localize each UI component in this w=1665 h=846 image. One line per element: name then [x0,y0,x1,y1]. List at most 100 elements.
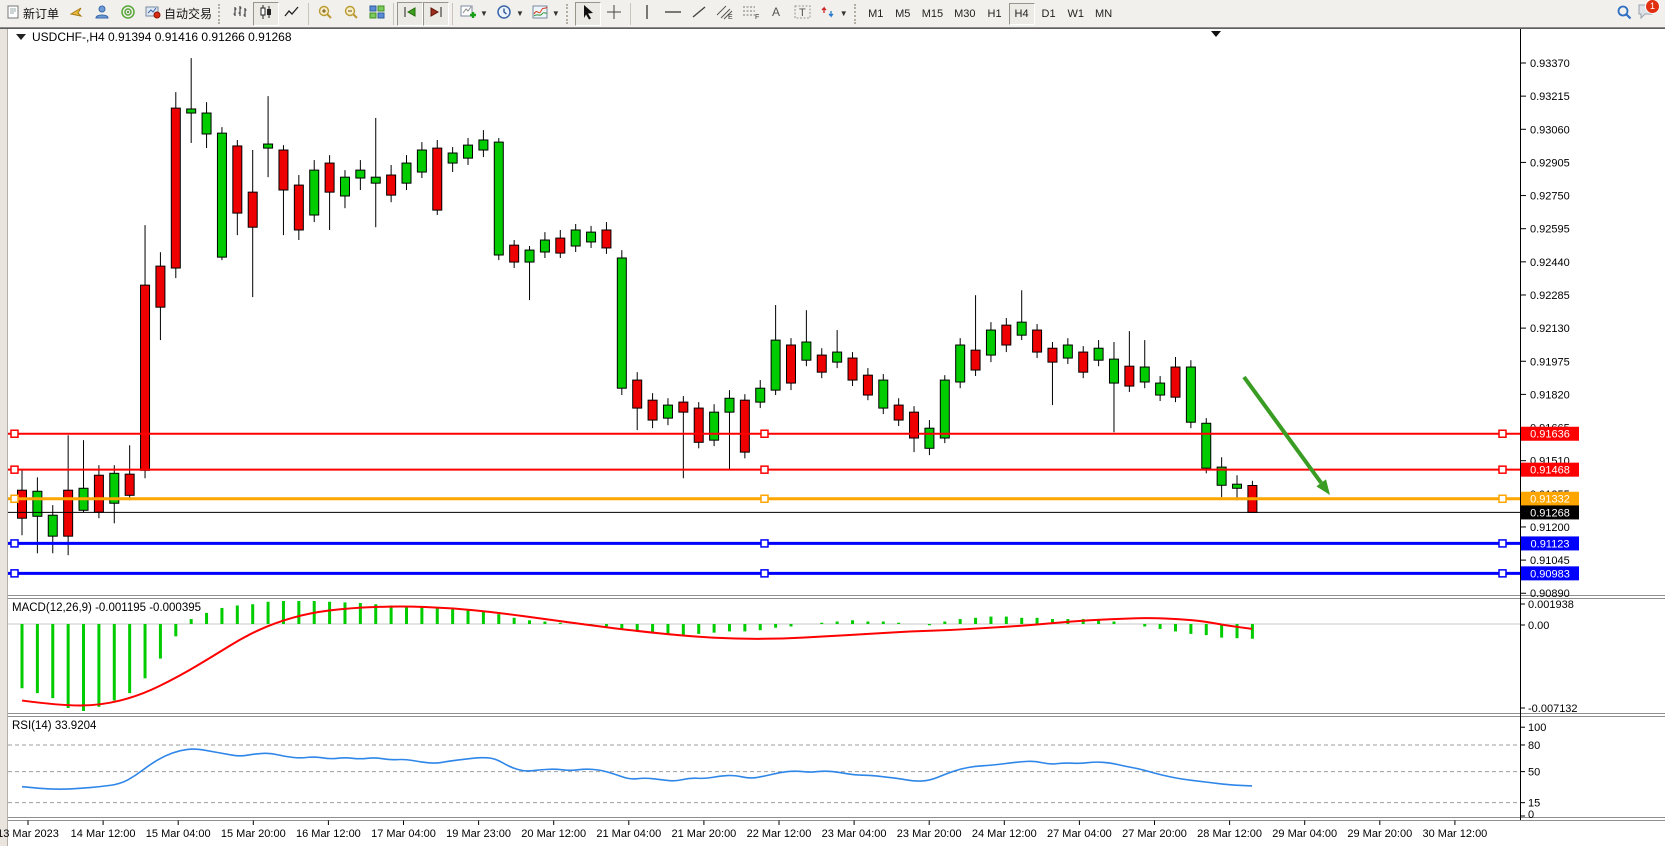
candlestick-chart-button[interactable] [253,1,280,26]
svg-text:100: 100 [1528,722,1546,734]
zoom-in-icon [317,4,333,23]
svg-text:T: T [799,7,806,19]
zoom-out-button[interactable] [338,2,364,26]
line-handle[interactable] [760,429,769,438]
svg-text:15 Mar 04:00: 15 Mar 04:00 [146,828,211,840]
price-level-line-0.90983[interactable]: 0.90983 [8,566,1579,581]
equidistant-channel-button[interactable]: E [712,2,738,26]
svg-text:0.92750: 0.92750 [1530,191,1570,203]
rsi-panel[interactable]: 100 80 50 150 RSI(14) 33.9204 [8,720,1546,821]
svg-text:0.92440: 0.92440 [1530,257,1570,269]
profile-button[interactable] [89,2,115,26]
time-axis[interactable]: 13 Mar 2023 14 Mar 12:00 15 Mar 04:00 15 Ma… [0,820,1487,841]
svg-text:13 Mar 2023: 13 Mar 2023 [0,828,59,840]
vertical-line-button[interactable] [634,2,660,26]
collapse-triangle-icon[interactable] [16,34,26,40]
line-handle[interactable] [1498,539,1507,548]
indicators-button[interactable]: ▼ [456,2,492,26]
candlestick-icon [258,4,274,23]
svg-text:20 Mar 12:00: 20 Mar 12:00 [521,828,586,840]
chart-shift-button[interactable] [423,1,450,26]
clock-icon [496,4,512,23]
line-handle[interactable] [10,569,19,578]
bar-chart-button[interactable] [227,2,253,26]
line-handle[interactable] [1498,569,1507,578]
timeframe-button-h1[interactable]: H1 [987,7,1002,20]
line-handle[interactable] [1498,429,1507,438]
auto-scroll-button[interactable] [397,1,424,26]
arrows-button[interactable]: ▼ [816,2,852,26]
svg-text:0.90890: 0.90890 [1530,588,1570,600]
timeframe-button-m5[interactable]: M5 [895,7,911,20]
autotrading-icon [145,4,161,23]
svg-text:0.91200: 0.91200 [1530,522,1570,534]
line-handle[interactable] [760,569,769,578]
timeframe-button-m1[interactable]: M1 [868,7,884,20]
notification-badge: 1 [1645,0,1660,14]
line-handle[interactable] [760,539,769,548]
timeframe-button-h4[interactable]: H4 [1008,2,1035,25]
svg-text:27 Mar 04:00: 27 Mar 04:00 [1047,828,1112,840]
autotrading-button[interactable]: 自动交易 [141,2,216,26]
line-handle[interactable] [10,494,19,503]
signal-icon [120,4,136,23]
price-level-line-0.91332[interactable]: 0.91332 [8,491,1579,506]
timeframe-button-m30[interactable]: M30 [954,7,976,20]
trend-arrow-annotation[interactable] [1242,375,1330,495]
templates-icon [532,4,548,23]
price-level-line-0.91468[interactable]: 0.91468 [8,462,1579,477]
svg-text:16 Mar 12:00: 16 Mar 12:00 [296,828,361,840]
line-handle[interactable] [1498,465,1507,474]
trendline-button[interactable] [686,2,712,26]
signal-button[interactable] [115,2,141,26]
candlestick-series[interactable] [17,58,1258,556]
timeframe-button-w1[interactable]: W1 [1067,7,1085,20]
text-a-icon: A [770,4,784,23]
line-handle[interactable] [10,465,19,474]
crosshair-button[interactable] [601,2,627,26]
rsi-label: RSI(14) 33.9204 [12,720,97,732]
macd-label: MACD(12,26,9) -0.001195 -0.000395 [12,602,201,614]
text-label-button[interactable]: T [790,2,816,26]
toolbar-grip [853,3,859,24]
line-handle[interactable] [10,539,19,548]
price-level-line-0.91123[interactable]: 0.91123 [8,536,1579,551]
line-chart-button[interactable] [279,2,305,26]
svg-text:21 Mar 04:00: 21 Mar 04:00 [596,828,661,840]
timeframe-button-m15[interactable]: M15 [921,7,944,20]
price-level-badge [1521,566,1579,581]
trendline-icon [691,4,707,23]
cursor-button[interactable] [574,1,601,26]
horizontal-line-button[interactable] [660,2,686,26]
dropdown-caret-icon: ▼ [480,9,488,18]
svg-text:E: E [728,14,733,20]
search-button[interactable] [1611,2,1637,26]
timeframe-button-d1[interactable]: D1 [1041,7,1056,20]
line-handle[interactable] [1498,494,1507,503]
svg-text:0.91975: 0.91975 [1530,356,1570,368]
price-level-line-0.91636[interactable]: 0.91636 [8,426,1579,441]
dropdown-caret-icon: ▼ [515,9,524,18]
line-handle[interactable] [760,494,769,503]
line-handle[interactable] [760,465,769,474]
svg-text:0.90983: 0.90983 [1530,568,1570,580]
line-chart-icon [284,4,300,23]
svg-text:29 Mar 04:00: 29 Mar 04:00 [1272,828,1337,840]
periods-button[interactable]: ▼ [492,2,528,26]
templates-button[interactable]: ▼ [528,2,564,26]
timeframe-button-mn[interactable]: MN [1095,7,1113,20]
svg-text:0.92595: 0.92595 [1530,224,1570,236]
macd-panel[interactable]: 0.001938 0.00 -0.007132 MACD(12,26,9) -0.00… [8,599,1578,715]
timeframe-toolbar: M1 M5 M15 M30 H1 H4 D1 W1 MN [863,2,1117,25]
svg-text:0.91045: 0.91045 [1530,555,1570,567]
new-order-button[interactable]: 新订单 [2,2,63,26]
text-button[interactable]: A [764,2,790,26]
toolbar-separator [629,2,631,25]
notifications-button[interactable]: 1 [1637,0,1660,25]
tile-windows-button[interactable] [364,2,390,26]
chart-canvas[interactable]: 0.93370 0.93215 0.93060 0.92905 0.92750 0.925… [0,28,1665,846]
fibonacci-button[interactable]: F [738,2,764,26]
line-handle[interactable] [10,429,19,438]
zoom-in-button[interactable] [312,2,338,26]
chart-tool-button[interactable] [63,2,89,26]
